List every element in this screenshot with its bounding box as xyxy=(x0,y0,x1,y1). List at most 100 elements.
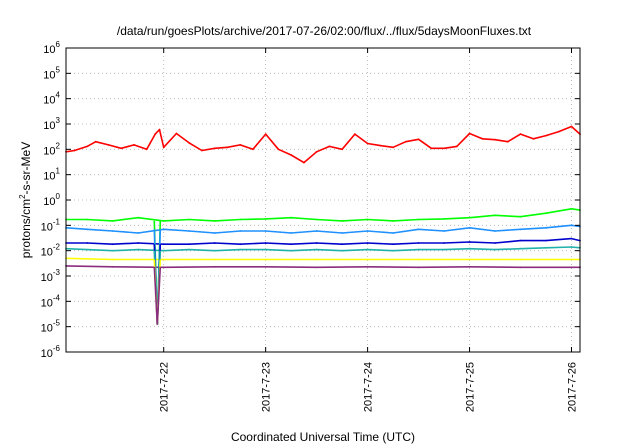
series-point xyxy=(519,228,522,231)
series-point xyxy=(188,218,191,221)
series-point xyxy=(430,147,433,150)
series-point xyxy=(239,243,242,246)
series-point xyxy=(213,147,216,150)
y-tick-label: 10-1 xyxy=(41,217,61,233)
series-point xyxy=(392,249,394,252)
series-point xyxy=(341,148,343,151)
series-point xyxy=(86,145,89,148)
y-tick-label: 105 xyxy=(43,65,60,81)
series-point xyxy=(277,148,280,151)
series-point xyxy=(468,258,471,261)
series-point xyxy=(315,218,318,221)
series-point xyxy=(239,218,242,221)
series-point xyxy=(341,232,343,234)
series-point xyxy=(341,220,343,222)
series-point xyxy=(188,243,191,246)
series-point xyxy=(392,243,394,246)
series-point xyxy=(545,134,547,137)
series-line xyxy=(65,224,581,234)
series-point xyxy=(315,242,318,244)
series-point xyxy=(494,248,496,251)
series-point xyxy=(137,232,140,234)
series-point xyxy=(417,242,420,244)
series-point xyxy=(417,266,420,269)
series-point xyxy=(519,258,522,261)
series-point xyxy=(570,224,573,227)
series-point xyxy=(570,237,573,240)
series-point xyxy=(468,265,471,268)
series-point xyxy=(264,133,267,136)
series-point xyxy=(290,216,292,219)
series-point xyxy=(162,146,165,149)
series-point xyxy=(162,249,165,252)
series-point xyxy=(315,266,318,269)
series-point xyxy=(264,265,267,268)
series-point xyxy=(545,246,547,249)
x-tick-label: 2017-7-22 xyxy=(159,362,171,412)
y-axis-label: protons/cm2-s-sr-MeV xyxy=(18,142,33,258)
y-tick-label: 10-5 xyxy=(41,319,61,335)
series-line xyxy=(66,208,581,222)
series-line xyxy=(66,237,581,245)
series-point xyxy=(392,232,394,234)
series-point xyxy=(443,147,445,150)
series-point xyxy=(213,249,216,252)
series-point xyxy=(213,242,216,244)
series-point xyxy=(443,218,445,220)
series-point xyxy=(201,149,203,152)
series-point xyxy=(162,220,165,222)
series-point xyxy=(481,137,484,140)
series-point xyxy=(404,140,407,143)
series-point xyxy=(570,125,573,128)
series-point xyxy=(366,242,369,244)
series-point xyxy=(239,248,242,251)
series-point xyxy=(570,207,573,210)
series-point xyxy=(468,216,471,219)
series-point xyxy=(545,239,547,242)
series-point xyxy=(366,258,369,261)
series-point xyxy=(86,242,89,244)
series-point xyxy=(354,133,356,136)
series-point xyxy=(86,228,89,231)
series-point xyxy=(392,220,394,222)
series-point xyxy=(175,132,178,135)
series-point xyxy=(73,149,76,152)
series-point xyxy=(239,144,242,146)
series-point xyxy=(154,133,157,136)
series-point xyxy=(379,144,382,147)
series-line xyxy=(65,246,581,252)
series-point xyxy=(290,243,292,246)
series-point xyxy=(519,239,522,242)
x-tick-label: 2017-7-24 xyxy=(363,362,375,412)
series-point xyxy=(443,242,445,244)
series-point xyxy=(494,230,496,232)
series-point xyxy=(188,248,191,251)
series-point xyxy=(264,258,267,261)
series-point xyxy=(213,232,216,234)
x-axis-label: Coordinated Universal Time (UTC) xyxy=(231,430,415,444)
series-point xyxy=(213,265,216,268)
y-tick-label: 10-6 xyxy=(41,344,61,360)
series-point xyxy=(188,142,191,144)
series-point xyxy=(94,140,97,143)
series-point xyxy=(328,145,331,148)
series-point xyxy=(213,258,216,261)
event-dip xyxy=(153,266,162,325)
series-point xyxy=(506,140,509,143)
x-tick-label: 2017-7-23 xyxy=(261,362,273,412)
series-point xyxy=(133,144,135,146)
series-layer xyxy=(65,125,581,325)
series-point xyxy=(494,138,496,141)
series-point xyxy=(519,133,522,136)
series-point xyxy=(239,230,242,232)
series-point xyxy=(111,230,114,232)
y-tick-label: 103 xyxy=(43,116,60,132)
series-point xyxy=(111,249,114,252)
y-tick-label: 10-3 xyxy=(41,268,61,284)
series-point xyxy=(111,265,114,268)
series-point xyxy=(264,248,267,251)
series-point xyxy=(570,266,573,269)
series-point xyxy=(417,258,420,261)
series-point xyxy=(468,132,471,135)
